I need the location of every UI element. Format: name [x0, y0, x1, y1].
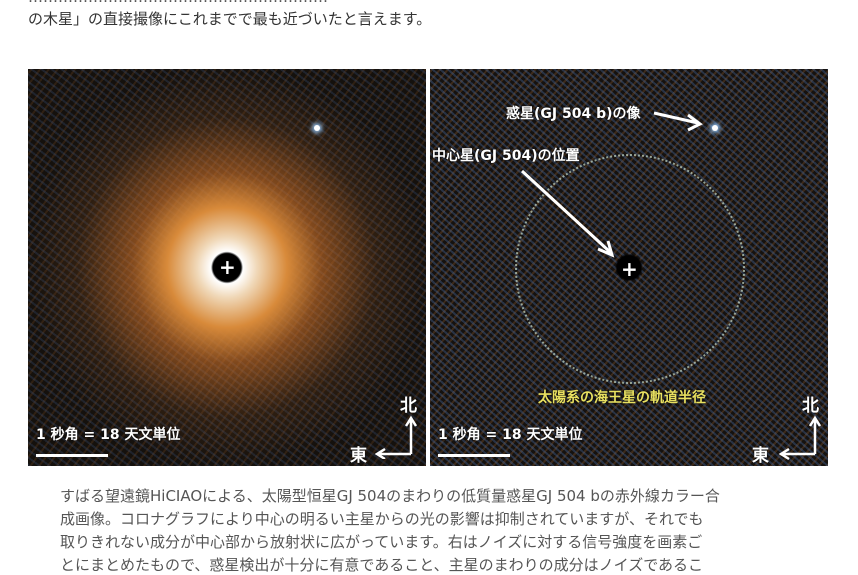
scale-bar — [438, 454, 510, 457]
east-label: 東 — [350, 446, 367, 466]
article-text-line: の木星」の直接撮像にこれまでで最も近づいたと言えます。 — [28, 10, 432, 28]
scale-label: 1 秒角 = 18 天文単位 — [36, 427, 181, 443]
east-label: 東 — [752, 446, 769, 466]
compass-arrows-icon — [374, 415, 418, 459]
planet-dot — [712, 125, 718, 131]
neptune-orbit-circle — [515, 154, 745, 384]
article-text-line: …………………………………………………… — [28, 0, 328, 6]
figure-caption-line: とにまとめたもので、惑星検出が十分に有意であること、主星のまわりの成分はノイズで… — [60, 556, 704, 574]
north-label: 北 — [400, 396, 417, 416]
scale-label: 1 秒角 = 18 天文単位 — [438, 427, 583, 443]
arrows-icon — [520, 111, 822, 461]
star-label: 中心星(GJ 504)の位置 — [432, 148, 580, 164]
orbit-label: 太陽系の海王星の軌道半径 — [538, 390, 706, 406]
north-label: 北 — [802, 396, 819, 416]
planet-label: 惑星(GJ 504 b)の像 — [506, 106, 641, 122]
star-position-marker: + — [621, 257, 638, 281]
infrared-image-left: + 1 秒角 = 18 天文単位 北 東 — [28, 69, 426, 466]
planet-dot — [314, 125, 320, 131]
scale-bar — [36, 454, 108, 457]
infrared-image-right: + 惑星(GJ 504 b)の像 中心星(GJ 504)の位置 太陽系の海王星の… — [430, 69, 828, 466]
figure-caption-line: 成画像。コロナグラフにより中心の明るい主星からの光の影響は抑制されていますが、そ… — [60, 510, 704, 528]
star-position-marker: + — [219, 255, 236, 279]
figure-caption-line: 取りきれない成分が中心部から放射状に広がっています。右はノイズに対する信号強度を… — [60, 533, 703, 551]
figure-caption-line: すばる望遠鏡HiCIAOによる、太陽型恒星GJ 504のまわりの低質量惑星GJ … — [60, 487, 720, 505]
